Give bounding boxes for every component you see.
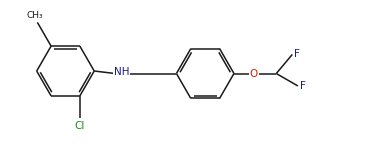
Text: F: F (294, 49, 300, 59)
Text: F: F (300, 81, 306, 92)
Text: NH: NH (114, 67, 129, 77)
Text: Cl: Cl (74, 121, 85, 131)
Text: O: O (250, 69, 258, 79)
Text: CH₃: CH₃ (27, 11, 43, 20)
